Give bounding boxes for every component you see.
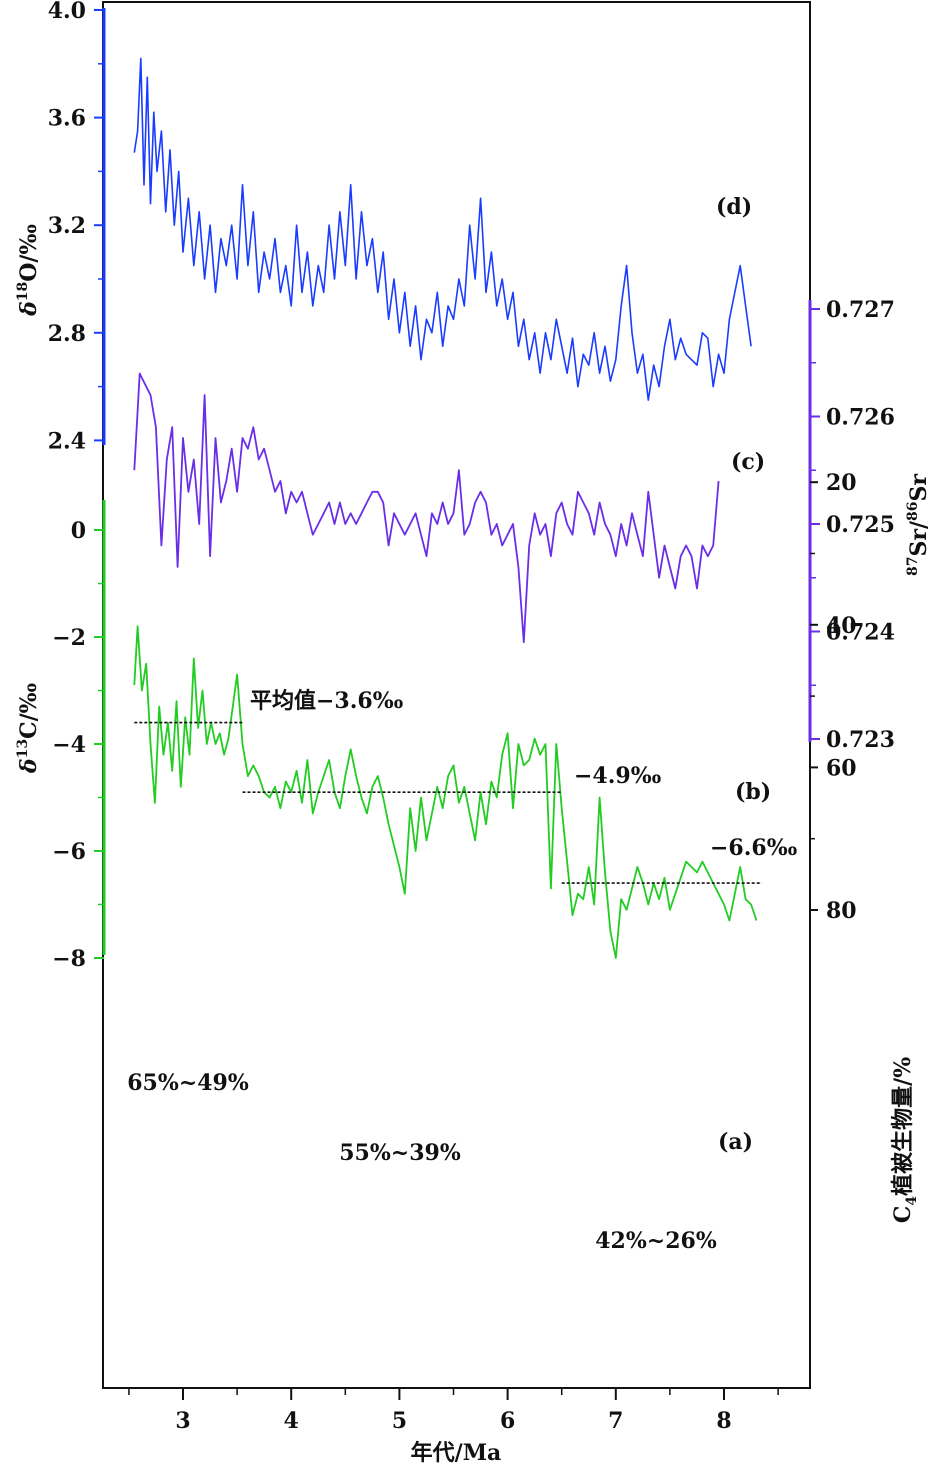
sr-title-sup2: 86 [905,502,921,521]
c4-axis-title: C4植被生物量/% [890,1057,920,1223]
sr-tick-label: 0.723 [826,727,895,753]
d18o-tick-label: 3.2 [48,213,86,239]
sr-tick-label: 0.726 [826,405,895,431]
sr-title-end: Sr [906,474,932,502]
c4-title-rest: 植被生物量/% [890,1057,916,1196]
x-tick-label: 6 [500,1408,515,1434]
x-tick-label: 5 [392,1408,407,1434]
c4-tick-label: 20 [826,470,857,496]
c4-tick-label: 60 [826,755,857,781]
c4-tick-label: 80 [826,898,857,924]
x-tick-label: 4 [284,1408,299,1434]
d13c-title-sup: 13 [15,739,31,758]
d18o-series-line [133,57,752,401]
x-tick-label: 7 [608,1408,623,1434]
sr-title-mid: Sr/ [906,520,932,556]
d18o-tick-label: 4.0 [48,0,86,24]
c4-box-label-1: 65%~49% [127,1070,249,1096]
d18o-axis-title: δ18O/‰ [15,224,42,317]
c4-title-sub: 4 [904,1196,920,1206]
sr-series-line [133,372,720,644]
x-axis-title: 年代/Ma [411,1440,502,1466]
c4-box-label-3: 42%~26% [595,1228,717,1254]
panel-label-c: (c) [731,449,765,475]
d13c-tick-label: −2 [52,625,86,651]
c4-box-label-2: 55%~39% [339,1140,461,1166]
plot-frame [102,1,811,1389]
d13c-series-line [133,625,758,959]
d13c-tick-label: −4 [52,732,86,758]
panel-label-a: (a) [718,1129,753,1155]
d13c-title-rest: C/‰ [16,683,42,739]
d18o-title-delta: δ [16,301,42,317]
sr-tick-label: 0.727 [826,297,895,323]
c4-tick-label: 40 [826,613,857,639]
sr-title-sup1: 87 [905,557,921,576]
sr-axis-title: 87Sr/86Sr [905,474,932,576]
d13c-tick-label: −6 [52,839,86,865]
mean-label-early: 平均值−3.6‰ [250,688,403,714]
sr-tick-label: 0.725 [826,512,895,538]
d18o-title-rest: O/‰ [16,224,42,282]
d13c-title-delta: δ [16,758,42,774]
x-tick-label: 3 [175,1408,190,1434]
c4-title-c: C [890,1206,916,1224]
mean-label-mid: −4.9‰ [574,763,661,789]
panel-label-d: (d) [716,194,752,220]
sr-tick-label: 0.724 [826,620,895,646]
d13c-axis-title: δ13C/‰ [15,683,42,774]
d18o-title-sup: 18 [15,282,31,301]
x-tick-label: 8 [716,1408,731,1434]
panel-label-b: (b) [735,779,771,805]
d13c-tick-label: 0 [71,518,86,544]
d18o-tick-label: 2.4 [48,428,86,454]
mean-label-late: −6.6‰ [710,835,797,861]
d13c-tick-label: −8 [52,946,86,972]
d18o-tick-label: 3.6 [48,106,86,132]
d18o-tick-label: 2.8 [48,321,86,347]
